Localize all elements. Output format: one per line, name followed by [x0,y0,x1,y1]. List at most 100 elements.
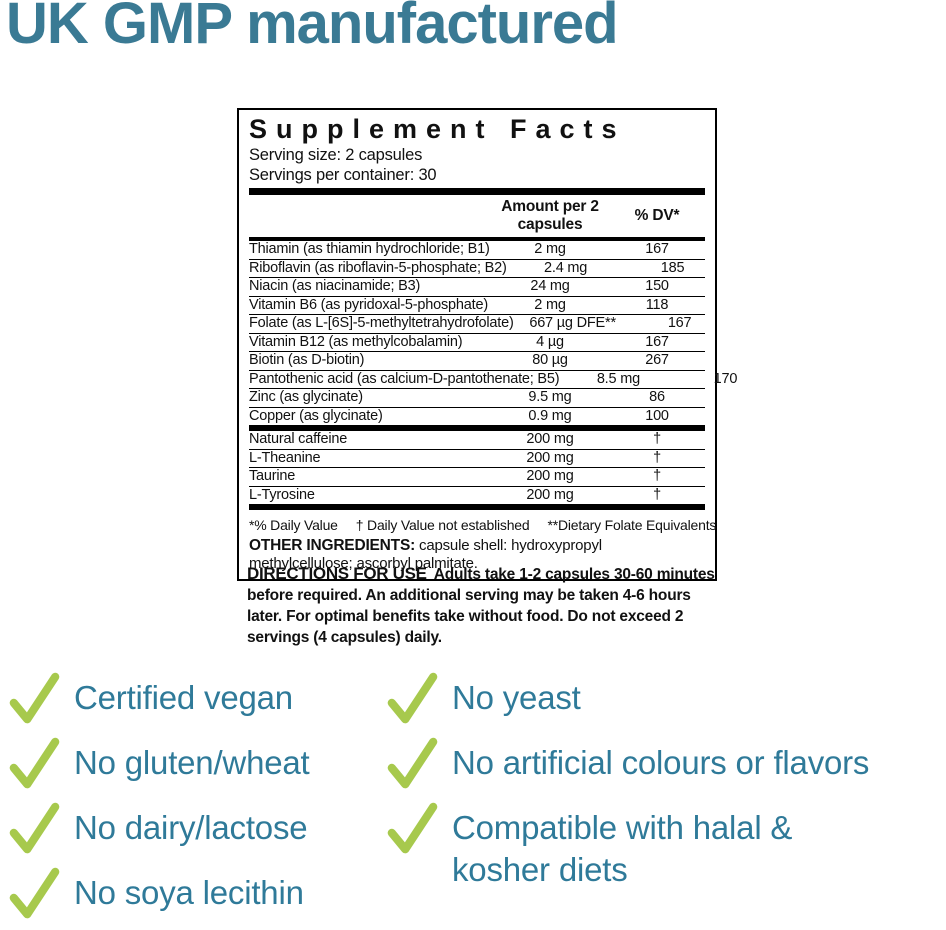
checklist-item: No gluten/wheat [8,737,386,791]
nutrient-name: Thiamin (as thiamin hydrochloride; B1) [249,241,490,257]
nutrient-row: Riboflavin (as riboflavin-5-phosphate; B… [249,258,705,278]
nutrient-name: Taurine [249,468,296,484]
nutrient-name: Natural caffeine [249,431,348,447]
checkmark-icon [387,802,438,854]
servings-per-container: Servings per container: 30 [249,166,437,184]
nutrient-row: Biotin (as D-biotin) 80 µg 267 [249,351,705,370]
checkmark-icon [387,672,438,724]
nutrient-name: Folate (as L-[6S]-5-methyltetrahydrofola… [249,315,514,331]
nutrient-dv: 267 [645,352,669,368]
nutrient-name: Vitamin B6 (as pyridoxal-5-phosphate) [249,296,488,313]
nutrient-amount: 9.5 mg [528,389,572,405]
nutrient-amount: 200 mg [526,449,574,466]
supplement-facts-panel: Supplement Facts Serving size: 2 capsule… [237,108,737,581]
nutrient-row: Thiamin (as thiamin hydrochloride; B1) 2 … [249,241,705,259]
nutrient-row: Pantothenic acid (as calcium-D-pantothen… [249,369,737,389]
nutrient-row: Niacin (as niacinamide; B3) 24 mg 150 [249,277,705,296]
nutrient-dv: 167 [645,333,669,350]
checkmark-icon [9,737,60,789]
checklist-label: Certified vegan [74,679,293,716]
nutrient-name: L-Tyrosine [249,486,315,503]
nutrient-dv: 167 [667,315,692,331]
nutrient-row: Copper (as glycinate) 0.9 mg 100 [249,406,705,426]
other-ingredients: OTHER INGREDIENTS: capsule shell: hydroxy… [249,537,705,572]
nutrient-amount: 200 mg [526,431,574,447]
nutrient-dv: † [653,449,661,466]
page-title: UK GMP manufactured [6,0,619,56]
checkmark-icon [387,737,438,789]
checklist-item: No soya lecithin [8,867,386,921]
nutrient-amount: 2 mg [534,296,566,313]
checklist-item: No artificial colours or flavors [386,737,946,791]
nutrient-name: Copper (as glycinate) [249,407,383,424]
divider-medium [249,237,705,241]
nutrient-amount: 200 mg [526,468,574,484]
nutrient-row: Folate (as L-[6S]-5-methyltetrahydrofola… [249,314,705,333]
nutrient-amount: 200 mg [526,486,574,503]
nutrient-dv: 118 [645,296,669,313]
directions-text: Adults take 1-2 capsules 30-60 minutes b… [247,566,715,646]
nutrient-name: Biotin (as D-biotin) [249,352,365,368]
nutrient-amount: 2 mg [534,241,566,257]
nutrient-row: L-Tyrosine 200 mg † [249,485,705,505]
nutrient-row: Natural caffeine 200 mg † [249,431,705,449]
checkmark-icon [9,672,60,724]
nutrient-amount: 2.4 mg [544,259,588,276]
checklist-item: No dairy/lactose [8,802,386,856]
nutrient-row: L-Theanine 200 mg † [249,448,705,468]
checklist-left-column: Certified vegan No gluten/wheat No dairy/l… [8,672,386,930]
checklist-label: No dairy/lactose [74,809,308,846]
checklist-label: No gluten/wheat [74,744,310,781]
checkmark-icon [9,867,60,919]
checklist-label: No artificial colours or flavors [452,744,870,781]
checklist-item: Compatible with halal & kosher diets [386,802,946,891]
checkmark-icon [9,802,60,854]
divider-thick [249,425,705,431]
footnotes: *% Daily Value † Daily Value not establi… [249,517,716,533]
nutrient-amount: 24 mg [530,278,570,294]
nutrient-name: Vitamin B12 (as methylcobalamin) [249,333,463,350]
nutrient-amount: 0.9 mg [528,407,572,424]
nutrient-row: Vitamin B6 (as pyridoxal-5-phosphate) 2 m… [249,295,705,315]
serving-size: Serving size: 2 capsules [249,146,423,164]
footnote-dfe: **Dietary Folate Equivalents [547,517,717,533]
other-ingredients-label: OTHER INGREDIENTS: [249,537,416,554]
checklist-right-column: No yeast No artificial colours or flavors… [386,672,946,930]
divider-thick [249,188,705,195]
nutrient-dv: 185 [660,259,685,276]
nutrient-name: L-Theanine [249,449,321,466]
nutrient-row: Zinc (as glycinate) 9.5 mg 86 [249,388,705,407]
checklist-label: No yeast [452,679,581,716]
nutrient-rows-main: Thiamin (as thiamin hydrochloride; B1) 2 … [249,241,737,426]
nutrient-amount: 667 µg DFE** [529,315,616,331]
nutrient-row: Taurine 200 mg † [249,467,705,486]
nutrient-amount: 8.5 mg [596,370,640,387]
nutrient-dv: 86 [649,389,665,405]
nutrient-dv: 100 [645,407,669,424]
nutrient-dv: † [653,486,661,503]
directions-for-use: DIRECTIONS FOR USE Adults take 1-2 capsul… [247,563,721,648]
other-ingredients-text: capsule shell: hydroxypropyl methylcellu… [249,537,602,572]
nutrient-amount: 80 µg [532,352,568,368]
nutrient-name: Niacin (as niacinamide; B3) [249,278,421,294]
checklist-item: Certified vegan [8,672,386,726]
nutrient-dv: 167 [645,241,669,257]
divider-thick [249,504,705,510]
header-dv: % DV* [634,207,680,224]
checklist-item: No yeast [386,672,946,726]
directions-label: DIRECTIONS FOR USE [247,564,427,583]
nutrient-dv: † [653,431,661,447]
nutrient-name: Riboflavin (as riboflavin-5-phosphate; B… [249,259,507,276]
nutrient-dv: 170 [713,370,738,387]
nutrient-dv: 150 [645,278,669,294]
checklist-label: No soya lecithin [74,874,304,911]
footnote-not-established: † Daily Value not established [355,517,530,533]
footnote-daily-value: *% Daily Value [249,517,338,533]
nutrient-amount: 4 µg [536,333,564,350]
nutrient-name: Pantothenic acid (as calcium-D-pantothen… [249,370,560,387]
nutrient-row: Vitamin B12 (as methylcobalamin) 4 µg 167 [249,332,705,352]
nutrient-rows-extra: Natural caffeine 200 mg † L-Theanine 200 mg †… [249,431,705,504]
table-header-row: Amount per 2 capsules % DV* [249,195,705,237]
nutrient-name: Zinc (as glycinate) [249,389,363,405]
